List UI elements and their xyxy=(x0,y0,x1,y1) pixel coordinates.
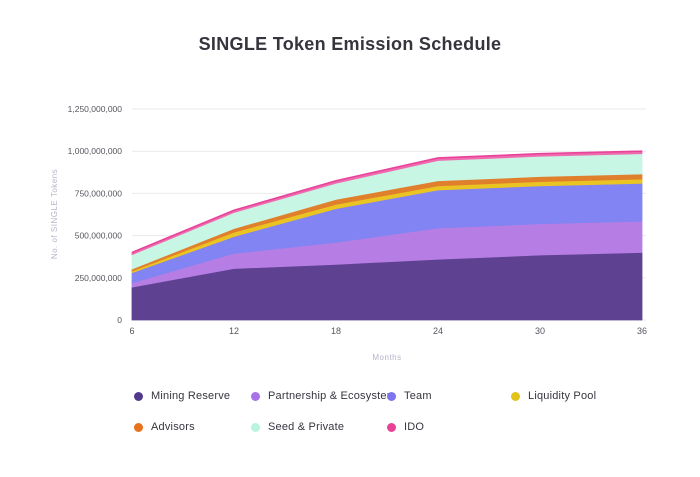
y-tick-label: 1,000,000,000 xyxy=(68,146,123,156)
legend-label: Mining Reserve xyxy=(151,390,231,402)
y-tick-label: 750,000,000 xyxy=(75,188,123,198)
legend-item-team[interactable]: Team xyxy=(387,390,432,402)
legend-swatch-icon xyxy=(387,422,396,432)
y-tick-label: 0 xyxy=(117,315,122,325)
x-tick-label: 36 xyxy=(637,326,647,336)
legend-swatch-icon xyxy=(134,422,143,432)
chart-legend: Mining Reserve Partnership & Ecosystem Tea… xyxy=(0,0,700,433)
legend-item-advisors[interactable]: Advisors xyxy=(134,421,195,433)
legend-swatch-icon xyxy=(251,391,260,401)
legend-item-partnership-ecosystem[interactable]: Partnership & Ecosystem xyxy=(251,390,396,402)
x-tick-label: 6 xyxy=(129,326,134,336)
legend-label: Team xyxy=(404,390,432,402)
legend-swatch-icon xyxy=(511,391,520,401)
y-tick-label: 500,000,000 xyxy=(75,231,123,241)
x-axis-title: Months xyxy=(372,353,401,362)
legend-label: Partnership & Ecosystem xyxy=(268,390,397,402)
x-tick-label: 12 xyxy=(229,326,239,336)
legend-label: IDO xyxy=(404,421,425,433)
y-tick-label: 250,000,000 xyxy=(75,273,123,283)
legend-swatch-icon xyxy=(251,422,260,432)
legend-label: Advisors xyxy=(151,421,195,433)
ido-top-line xyxy=(131,150,643,254)
chart-title: SINGLE Token Emission Schedule xyxy=(198,34,502,54)
y-axis-title: No. of SINGLE Tokens xyxy=(50,169,59,259)
legend-label: Liquidity Pool xyxy=(528,390,597,402)
legend-item-liquidity-pool[interactable]: Liquidity Pool xyxy=(511,390,596,402)
legend-item-seed-private[interactable]: Seed & Private xyxy=(251,421,344,433)
x-tick-label: 24 xyxy=(433,326,443,336)
legend-label: Seed & Private xyxy=(268,421,345,433)
legend-item-ido[interactable]: IDO xyxy=(387,421,424,433)
y-tick-label: 1,250,000,000 xyxy=(68,104,123,114)
legend-item-mining-reserve[interactable]: Mining Reserve xyxy=(134,390,230,402)
legend-swatch-icon xyxy=(387,391,396,401)
legend-swatch-icon xyxy=(134,391,143,401)
x-tick-label: 30 xyxy=(535,326,545,336)
x-tick-label: 18 xyxy=(331,326,341,336)
